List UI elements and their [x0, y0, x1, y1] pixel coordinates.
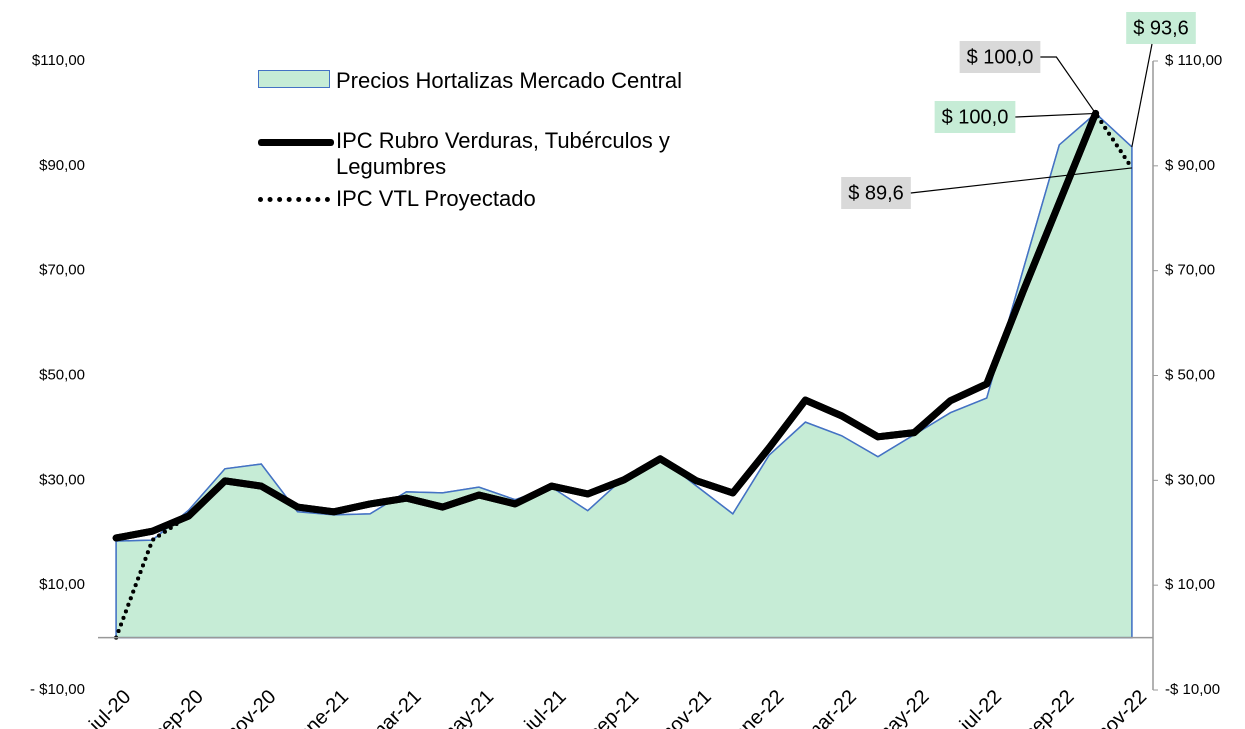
legend-swatch-dotted: [258, 197, 330, 202]
y-tick-label: - $10,00: [30, 681, 85, 698]
x-tick-label: nov-20: [222, 686, 281, 729]
data-label: $ 89,6: [848, 182, 904, 204]
y-tick-label: $50,00: [39, 366, 85, 383]
x-tick-label: may-21: [435, 686, 498, 729]
leader-line: [910, 167, 1132, 194]
x-tick-label: jul-20: [85, 686, 136, 729]
leader-line: [1040, 56, 1097, 114]
y2-tick-label: -$ 10,00: [1165, 681, 1220, 698]
data-label-box: [959, 41, 1041, 73]
leader-line: [1015, 112, 1096, 118]
leader-line: [1131, 43, 1153, 148]
x-tick-label: sep-21: [584, 686, 643, 729]
x-tick-label: mar-22: [801, 686, 861, 729]
y2-tick-label: $ 50,00: [1165, 366, 1215, 383]
legend-label: IPC VTL Proyectado: [336, 186, 536, 211]
x-tick-label: sep-22: [1020, 686, 1079, 729]
legend-label: IPC Rubro Verduras, Tubérculos y Legumbr…: [336, 128, 670, 179]
data-label: $ 93,6: [1133, 17, 1189, 39]
x-tick-label: sep-20: [149, 686, 208, 729]
data-label: $ 100,0: [967, 46, 1034, 68]
x-tick-label: jul-21: [520, 686, 571, 729]
y-tick-label: $30,00: [39, 471, 85, 488]
legend-swatch-area: [258, 70, 330, 88]
y2-tick-label: $ 30,00: [1165, 471, 1215, 488]
x-tick-label: may-22: [871, 686, 934, 729]
y2-tick-label: $ 110,00: [1165, 52, 1222, 69]
legend-swatch-solid: [258, 139, 334, 146]
x-tick-label: jul-22: [955, 686, 1006, 729]
x-tick-label: ene-21: [293, 686, 353, 729]
legend-label: Precios Hortalizas Mercado Central: [336, 68, 683, 93]
data-label-box: [1126, 12, 1196, 44]
y-tick-label: $90,00: [39, 157, 85, 174]
y2-tick-label: $ 10,00: [1165, 576, 1215, 593]
y-tick-label: $10,00: [39, 576, 85, 593]
x-tick-label: ene-22: [729, 686, 789, 729]
x-tick-label: nov-21: [657, 686, 716, 729]
projected-line: [114, 109, 1134, 640]
y2-tick-label: $ 70,00: [1165, 262, 1215, 279]
y2-tick-label: $ 90,00: [1165, 157, 1215, 174]
data-label: $ 100,0: [942, 106, 1009, 128]
x-tick-label: nov-22: [1092, 686, 1151, 729]
data-label-box: [934, 101, 1016, 133]
x-tick-label: mar-21: [365, 686, 425, 729]
data-label-box: [841, 177, 911, 209]
y-tick-label: $70,00: [39, 262, 85, 279]
y-tick-label: $110,00: [32, 52, 85, 69]
